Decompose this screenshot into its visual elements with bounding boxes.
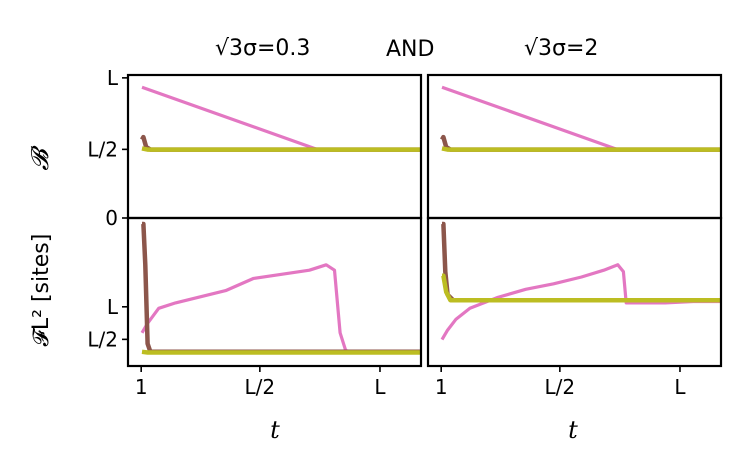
title-left: √3σ=0.3 [215, 36, 310, 61]
ytick-label-0: 0 [105, 206, 118, 230]
title-right: √3σ=2 [524, 36, 598, 61]
series-brown-bottom-right [441, 221, 721, 303]
series-brown-bottom-left [141, 221, 421, 355]
ytick-label-L: L [107, 295, 119, 319]
frame-bottom-left [126, 216, 423, 368]
xtick-label-1: 1 [435, 375, 448, 399]
title-middle: AND [386, 37, 434, 62]
xtick-label-L/2: L/2 [245, 375, 276, 399]
ytick-label-L/2: L/2 [87, 137, 118, 161]
title-left-text: √3σ=0.3 [215, 36, 310, 61]
series-olive-bottom-left [141, 349, 421, 355]
xtick-label-L: L [674, 375, 686, 399]
ytick-label-L: L [107, 66, 119, 90]
ylabel-top: 𝓑 [26, 145, 54, 171]
panel-top-right [426, 73, 723, 220]
series-olive-bottom-right [441, 273, 721, 303]
panel-bottom-left: 0 L L/2 1 L/2 L [87, 206, 423, 399]
frame-bottom-right [426, 216, 723, 368]
series-pink-top-left [141, 85, 421, 152]
series-pink-bottom-left [140, 263, 421, 354]
xlabel-right: t [568, 416, 578, 444]
xlabel-left: t [270, 416, 280, 444]
panel-bottom-right: 1 L/2 L [426, 216, 723, 399]
xtick-label-L/2: L/2 [545, 375, 576, 399]
series-olive-top-left [141, 146, 421, 152]
series-pink-top-right [441, 85, 721, 152]
ytick-label-L/2: L/2 [87, 327, 118, 351]
panel-top-left: L L/2 [87, 66, 423, 220]
series-olive-top-right [441, 146, 721, 152]
ylabel-bottom: 𝓕L² [sites] [29, 234, 54, 347]
series-pink-bottom-right [440, 263, 721, 341]
xtick-label-1: 1 [135, 375, 148, 399]
xtick-label-L: L [374, 375, 386, 399]
